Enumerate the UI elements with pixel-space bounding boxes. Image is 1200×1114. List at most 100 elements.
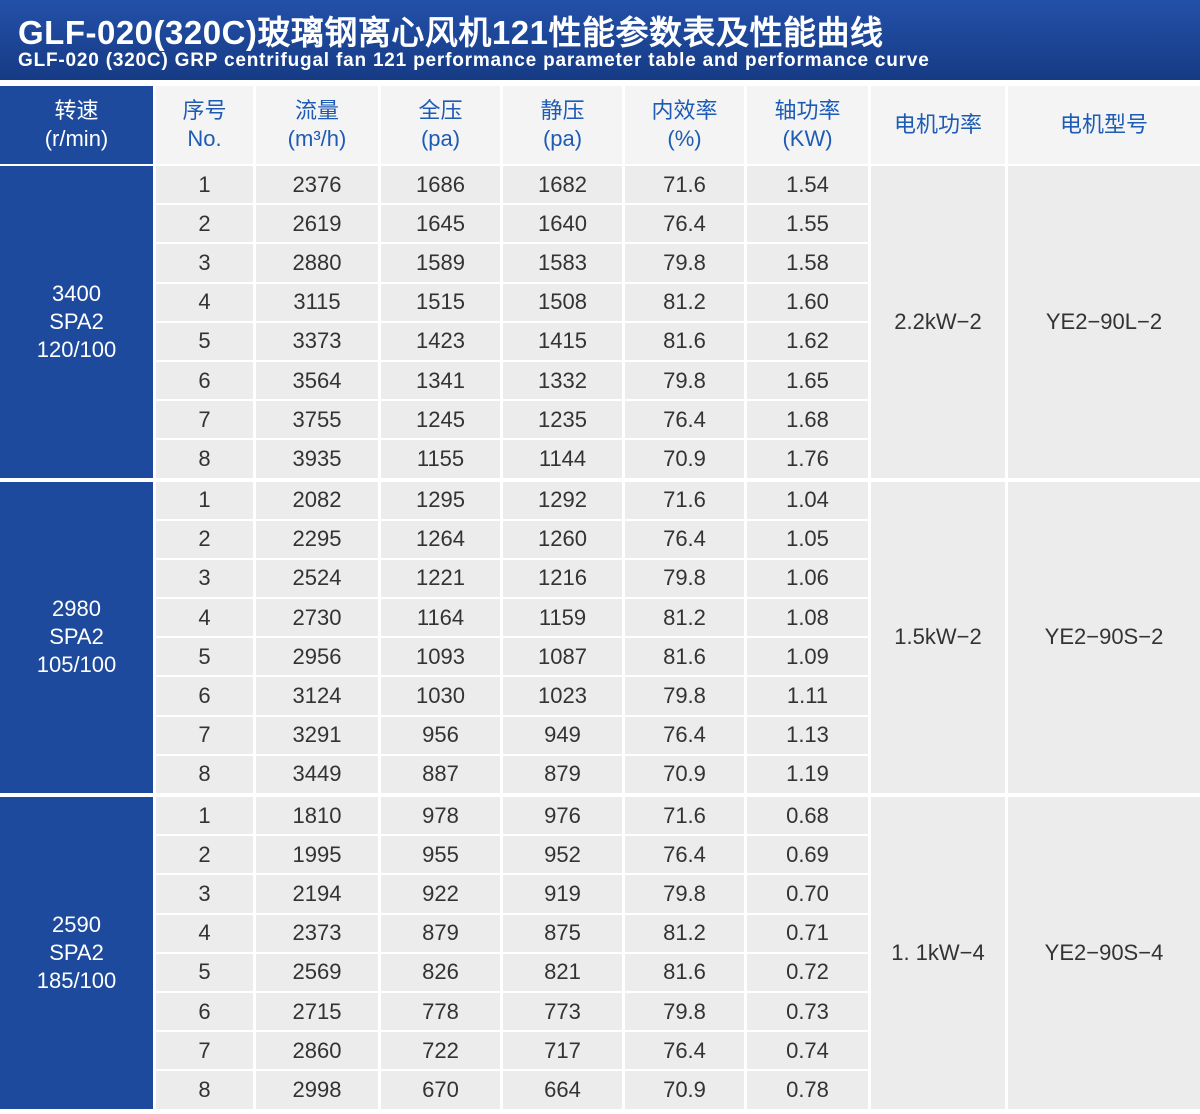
data-cell: 1645 xyxy=(381,205,500,243)
data-cell: 3373 xyxy=(256,322,378,360)
header-cell: 序号 No. xyxy=(156,86,253,164)
data-cell: 81.6 xyxy=(625,953,744,991)
table-row: 4 3115 1515 1508 81.2 1.60 xyxy=(0,283,1200,321)
data-cell: 1415 xyxy=(503,322,622,360)
data-cell: 826 xyxy=(381,953,500,991)
data-cell: 2880 xyxy=(256,244,378,282)
header-text: (KW) xyxy=(782,126,833,151)
data-cell: 2 xyxy=(156,205,253,243)
data-cell: 1686 xyxy=(381,166,500,204)
data-cell: 1.55 xyxy=(747,205,868,243)
data-cell: 1 xyxy=(156,166,253,204)
table-row: 3 2194 922 919 79.8 0.70 xyxy=(0,875,1200,913)
data-cell: 81.2 xyxy=(625,599,744,637)
title-bar: GLF-020(320C)玻璃钢离心风机121性能参数表及性能曲线 GLF-02… xyxy=(0,0,1200,80)
table-row: 3400 SPA2 120/100 1 2376 1686 1682 71.6 1.54 2.2k… xyxy=(0,166,1200,478)
data-cell: 952 xyxy=(503,836,622,874)
speed-cell: 3400 SPA2 120/100 xyxy=(0,166,153,478)
data-cell: 717 xyxy=(503,1032,622,1070)
data-cell: 1235 xyxy=(503,401,622,439)
data-cell: 5 xyxy=(156,322,253,360)
data-cell: 81.6 xyxy=(625,322,744,360)
data-cell: 79.8 xyxy=(625,875,744,913)
data-cell: 2082 xyxy=(256,479,378,519)
header-text: (r/min) xyxy=(44,126,109,151)
data-cell: 2295 xyxy=(256,520,378,558)
header-cell: 轴功率 (KW) xyxy=(747,86,868,164)
data-cell: 2524 xyxy=(256,559,378,598)
table-row: 7 3755 1245 1235 76.4 1.68 xyxy=(0,401,1200,439)
data-cell: 8 xyxy=(156,755,253,793)
data-cell: 1332 xyxy=(503,361,622,400)
data-cell: 875 xyxy=(503,914,622,952)
data-cell: 1295 xyxy=(381,479,500,519)
data-cell: 1093 xyxy=(381,638,500,676)
motor-model-cell: YE2−90S−2 xyxy=(1008,479,1200,793)
table-row: 5 2956 1093 1087 81.6 1.09 xyxy=(0,638,1200,676)
data-cell: 3449 xyxy=(256,755,378,793)
header-text: 电机功率 xyxy=(893,112,982,137)
data-cell: 1221 xyxy=(381,559,500,598)
performance-table: 转速 (r/min) 序号 No. 流量 (m³/h) 全压 (pa) 静压 (pa) 内效率 (%)… xyxy=(0,84,1200,1111)
data-cell: 2194 xyxy=(256,875,378,913)
data-cell: 887 xyxy=(381,755,500,793)
data-cell: 0.70 xyxy=(747,875,868,913)
data-cell: 1589 xyxy=(381,244,500,282)
header-cell: 流量 (m³/h) xyxy=(256,86,378,164)
data-cell: 2715 xyxy=(256,992,378,1031)
data-cell: 1508 xyxy=(503,283,622,321)
table-row: 8 2998 670 664 70.9 0.78 xyxy=(0,1071,1200,1109)
data-cell: 7 xyxy=(156,401,253,439)
data-cell: 6 xyxy=(156,677,253,715)
header-cell: 静压 (pa) xyxy=(503,86,622,164)
data-cell: 2619 xyxy=(256,205,378,243)
data-cell: 1.05 xyxy=(747,520,868,558)
data-cell: 2998 xyxy=(256,1071,378,1109)
data-cell: 2730 xyxy=(256,599,378,637)
data-cell: 976 xyxy=(503,795,622,835)
speed-text: 185/100 xyxy=(36,967,117,993)
data-cell: 1.09 xyxy=(747,638,868,676)
table-row: 2 1995 955 952 76.4 0.69 xyxy=(0,836,1200,874)
data-cell: 1 xyxy=(156,795,253,835)
data-cell: 1.54 xyxy=(747,166,868,204)
header-text: 电机型号 xyxy=(1059,112,1148,137)
data-cell: 0.69 xyxy=(747,836,868,874)
data-cell: 879 xyxy=(503,755,622,793)
header-cell: 转速 (r/min) xyxy=(0,86,153,164)
data-cell: 1164 xyxy=(381,599,500,637)
data-cell: 1.04 xyxy=(747,479,868,519)
table-row: 6 3564 1341 1332 79.8 1.65 xyxy=(0,361,1200,400)
data-cell: 1 xyxy=(156,479,253,519)
data-cell: 1583 xyxy=(503,244,622,282)
data-cell: 3935 xyxy=(256,440,378,478)
data-cell: 7 xyxy=(156,1032,253,1070)
header-text: (%) xyxy=(667,126,702,151)
data-cell: 1.06 xyxy=(747,559,868,598)
data-cell: 3 xyxy=(156,559,253,598)
motor-model-cell: YE2−90L−2 xyxy=(1008,166,1200,478)
data-cell: 1264 xyxy=(381,520,500,558)
data-cell: 6 xyxy=(156,361,253,400)
header-text: 静压 xyxy=(540,98,585,123)
data-cell: 79.8 xyxy=(625,361,744,400)
data-cell: 1.58 xyxy=(747,244,868,282)
data-cell: 821 xyxy=(503,953,622,991)
table-row: 6 3124 1030 1023 79.8 1.11 xyxy=(0,677,1200,715)
data-cell: 4 xyxy=(156,914,253,952)
data-cell: 79.8 xyxy=(625,244,744,282)
data-cell: 1144 xyxy=(503,440,622,478)
data-cell: 8 xyxy=(156,440,253,478)
header-text: (pa) xyxy=(542,126,583,151)
table-row: 8 3449 887 879 70.9 1.19 xyxy=(0,755,1200,793)
data-cell: 978 xyxy=(381,795,500,835)
data-cell: 1216 xyxy=(503,559,622,598)
data-cell: 1640 xyxy=(503,205,622,243)
data-cell: 1260 xyxy=(503,520,622,558)
table-row: 5 3373 1423 1415 81.6 1.62 xyxy=(0,322,1200,360)
data-cell: 1.19 xyxy=(747,755,868,793)
data-cell: 1810 xyxy=(256,795,378,835)
table-row: 2 2295 1264 1260 76.4 1.05 xyxy=(0,520,1200,558)
data-cell: 1.11 xyxy=(747,677,868,715)
title: GLF-020(320C)玻璃钢离心风机121性能参数表及性能曲线 xyxy=(18,14,884,51)
